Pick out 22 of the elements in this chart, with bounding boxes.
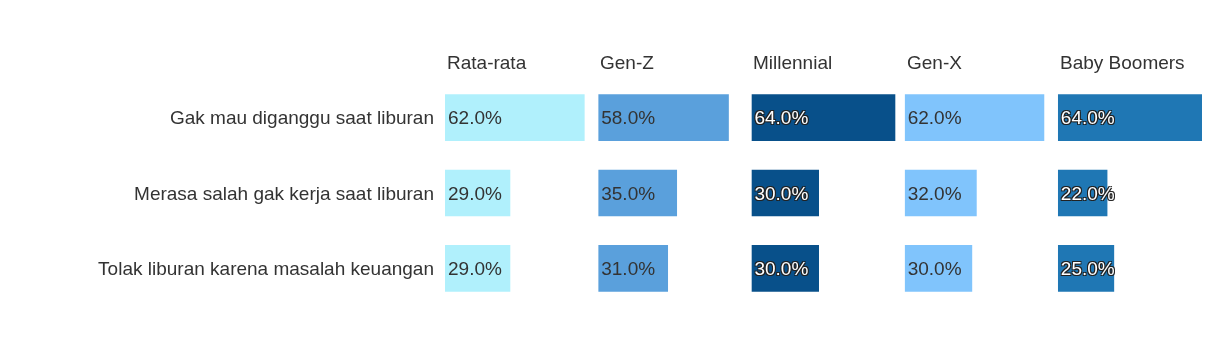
- data-label: 30.0%: [754, 257, 809, 279]
- y-tick-label: Tolak liburan karena masalah keuangan: [98, 257, 434, 279]
- data-label: 29.0%: [448, 182, 502, 204]
- chart-title: Gen-X: [907, 52, 963, 73]
- data-label: 29.0%: [448, 257, 502, 279]
- data-label: 30.0%: [907, 257, 962, 279]
- data-label: 62.0%: [448, 107, 502, 129]
- chart-title: Gen-Z: [600, 52, 655, 73]
- chart-title: Baby Boomers: [1060, 52, 1185, 73]
- data-label: 64.0%: [1060, 107, 1115, 129]
- chart-title: Rata-rata: [447, 52, 527, 73]
- data-label: 64.0%: [754, 107, 809, 129]
- data-label: 25.0%: [1060, 257, 1115, 279]
- data-label: 30.0%: [754, 182, 809, 204]
- y-tick-label: Gak mau diganggu saat liburan: [169, 107, 434, 129]
- data-label: 31.0%: [601, 257, 656, 279]
- data-label: 58.0%: [601, 107, 656, 129]
- y-tick-label: Merasa salah gak kerja saat liburan: [134, 182, 434, 204]
- data-label: 62.0%: [907, 107, 962, 129]
- data-label: 35.0%: [601, 182, 656, 204]
- data-label: 32.0%: [907, 182, 962, 204]
- chart-title: Millennial: [753, 52, 833, 73]
